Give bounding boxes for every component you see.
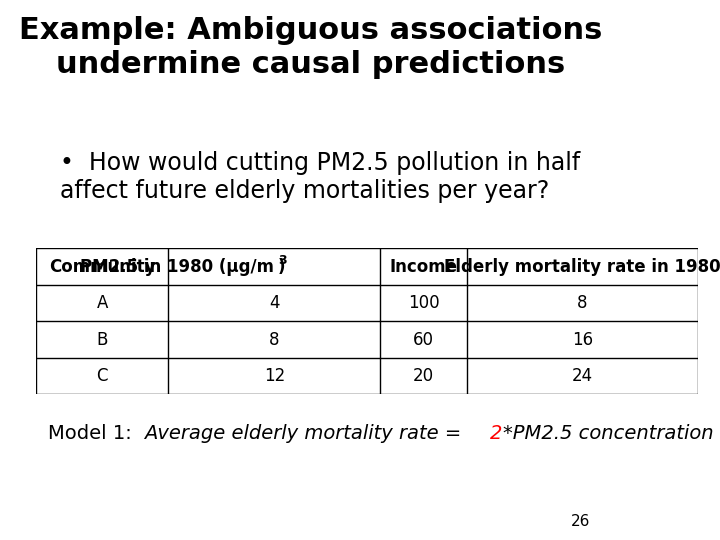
- Text: Average elderly mortality rate =: Average elderly mortality rate =: [145, 424, 468, 443]
- Text: 20: 20: [413, 367, 434, 385]
- Text: A: A: [96, 294, 108, 312]
- Text: 8: 8: [577, 294, 588, 312]
- Text: 12: 12: [264, 367, 285, 385]
- Text: *PM2.5 concentration: *PM2.5 concentration: [503, 424, 714, 443]
- Text: 2: 2: [490, 424, 502, 443]
- Text: Community: Community: [49, 258, 156, 275]
- Text: Model 1:: Model 1:: [48, 424, 138, 443]
- Text: C: C: [96, 367, 108, 385]
- Text: PM2.5 in 1980 (μg/m: PM2.5 in 1980 (μg/m: [81, 258, 274, 275]
- Text: 24: 24: [572, 367, 593, 385]
- Text: 60: 60: [413, 330, 434, 348]
- Text: B: B: [96, 330, 108, 348]
- Text: 16: 16: [572, 330, 593, 348]
- Text: Example: Ambiguous associations
undermine causal predictions: Example: Ambiguous associations undermin…: [19, 16, 602, 79]
- Text: 4: 4: [269, 294, 279, 312]
- Text: 3: 3: [278, 254, 287, 267]
- Text: Income: Income: [390, 258, 457, 275]
- Text: •  How would cutting PM2.5 pollution in half
affect future elderly mortalities p: • How would cutting PM2.5 pollution in h…: [60, 151, 580, 203]
- Text: 26: 26: [571, 514, 590, 529]
- Text: ): ): [278, 258, 285, 275]
- Text: 100: 100: [408, 294, 439, 312]
- Text: Elderly mortality rate in 1980: Elderly mortality rate in 1980: [444, 258, 720, 275]
- Text: 8: 8: [269, 330, 279, 348]
